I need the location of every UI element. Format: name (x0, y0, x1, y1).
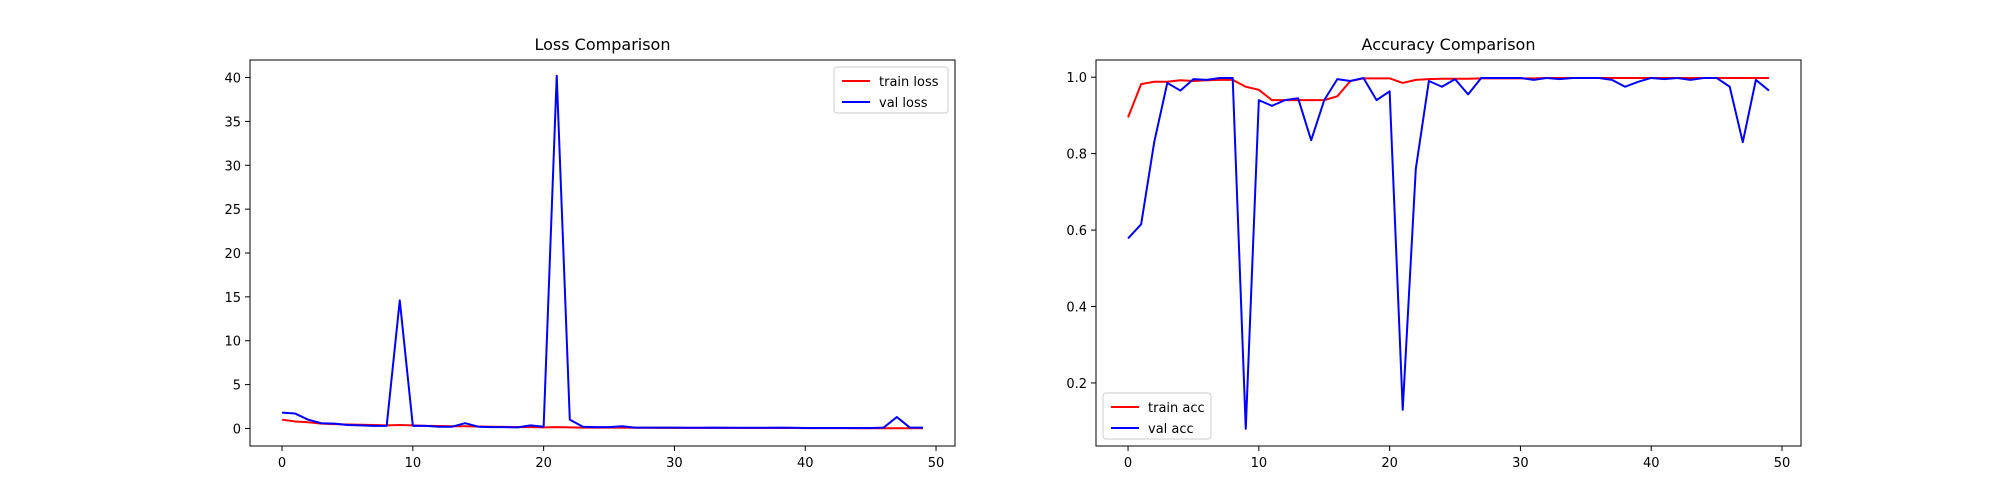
loss-ytick-label: 30 (224, 159, 241, 174)
loss-ytick-label: 0 (233, 422, 241, 437)
loss-chart: Loss Comparison 0 10 20 30 40 50 0 5 10 15 20 25 30 35… (224, 35, 956, 471)
loss-ytick-label: 25 (224, 203, 241, 218)
accuracy-legend-label: train acc (1148, 401, 1205, 416)
loss-legend: train loss val loss (833, 66, 949, 114)
accuracy-legend: train acc val acc (1102, 392, 1212, 440)
accuracy-ytick-label: 0.8 (1066, 148, 1087, 163)
loss-xtick-label: 10 (405, 456, 422, 471)
loss-series-line-val-loss (281, 74, 923, 430)
accuracy-xtick-label: 30 (1512, 456, 1529, 471)
accuracy-axes-frame (1095, 59, 1802, 447)
accuracy-chart-title: Accuracy Comparison (1362, 35, 1536, 54)
loss-legend-label: val loss (879, 96, 928, 111)
loss-axes-frame (249, 59, 956, 447)
loss-ytick-label: 15 (224, 291, 241, 306)
accuracy-ytick-label: 0.6 (1066, 224, 1087, 239)
loss-ytick-label: 40 (224, 72, 241, 87)
loss-chart-title: Loss Comparison (535, 35, 671, 54)
accuracy-xtick-label: 20 (1381, 456, 1398, 471)
accuracy-xtick-label: 50 (1774, 456, 1791, 471)
accuracy-xtick-label: 0 (1124, 456, 1132, 471)
loss-xtick-label: 20 (535, 456, 552, 471)
loss-xtick-label: 30 (666, 456, 683, 471)
loss-ytick-label: 10 (224, 335, 241, 350)
accuracy-xtick-label: 10 (1251, 456, 1268, 471)
loss-xtick-label: 40 (797, 456, 814, 471)
loss-legend-label: train loss (879, 75, 939, 90)
loss-ytick-label: 5 (233, 379, 241, 394)
loss-xtick-label: 0 (278, 456, 286, 471)
loss-ytick-label: 35 (224, 115, 241, 130)
accuracy-ytick-label: 0.4 (1066, 301, 1087, 316)
loss-xtick-label: 50 (928, 456, 945, 471)
accuracy-xtick-label: 40 (1643, 456, 1660, 471)
loss-ytick-label: 20 (224, 247, 241, 262)
accuracy-ytick-label: 0.2 (1066, 377, 1087, 392)
accuracy-legend-label: val acc (1148, 422, 1194, 437)
accuracy-ytick-label: 1.0 (1066, 71, 1087, 86)
accuracy-series-line-val-acc (1127, 76, 1770, 430)
accuracy-chart: Accuracy Comparison 0 10 20 30 40 50 0.2 0.4 0.6 0… (1066, 35, 1802, 471)
